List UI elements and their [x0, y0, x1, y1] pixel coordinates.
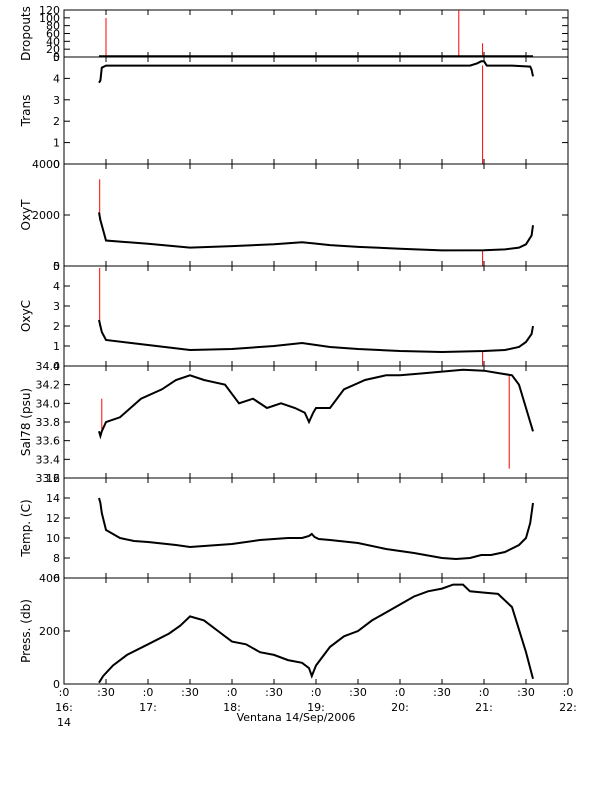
x-tick-label: :30 [181, 686, 199, 699]
series-shadow [98, 497, 534, 560]
y-tick-label: 34.4 [36, 360, 61, 373]
x-tick-hour-label: 19: [307, 701, 325, 714]
y-tick-label: 33.8 [36, 416, 61, 429]
y-tick-label: 3 [53, 300, 60, 313]
y-tick-label: 16 [46, 472, 60, 485]
x-tick-label: :0 [479, 686, 490, 699]
y-tick-label: 0 [53, 678, 60, 691]
series-line [98, 60, 534, 84]
panel-frame [63, 365, 569, 479]
y-tick-label: 33.2 [36, 472, 61, 485]
y-tick-label: 4 [53, 72, 60, 85]
series-line [98, 583, 534, 684]
series-line [98, 368, 534, 440]
y-axis-label: OxyT [19, 199, 33, 231]
x-tick-hour-label: 17: [139, 701, 157, 714]
x-tick-label: :0 [227, 686, 238, 699]
y-tick-label: 0 [53, 260, 60, 273]
x-tick-label: :0 [143, 686, 154, 699]
x-axis-label: Ventana 14/Sep/2006 [237, 711, 356, 724]
x-tick-label: :30 [433, 686, 451, 699]
y-tick-label: 34.0 [36, 397, 61, 410]
x-tick-label: :0 [563, 686, 574, 699]
x-tick-hour-label: 20: [391, 701, 409, 714]
y-tick-label: 0 [53, 158, 60, 171]
y-tick-label: 1 [53, 340, 60, 353]
y-axis-label: Temp. (C) [19, 499, 33, 557]
y-tick-label: 14 [46, 492, 60, 505]
y-tick-label: 33.6 [36, 435, 61, 448]
y-tick-label: 200 [39, 625, 60, 638]
y-tick-label: 10 [46, 532, 60, 545]
y-tick-label: 60 [46, 28, 60, 41]
y-tick-label: 34.2 [36, 379, 61, 392]
x-tick-hour-label: 18: [223, 701, 241, 714]
y-tick-label: 4000 [32, 158, 60, 171]
y-tick-label: 3 [53, 94, 60, 107]
series-line [98, 212, 534, 252]
y-tick-label: 12 [46, 512, 60, 525]
y-axis-label: Trans [19, 95, 33, 128]
y-tick-label: 400 [39, 572, 60, 585]
panel-frame [63, 477, 569, 579]
x-tick-label: :30 [517, 686, 535, 699]
x-tick-label: :30 [265, 686, 283, 699]
y-tick-label: 33.4 [36, 453, 61, 466]
series-shadow [98, 369, 534, 438]
series-shadow [98, 60, 534, 83]
y-axis-label: Dropouts [19, 6, 33, 61]
series-line [98, 497, 534, 561]
y-tick-label: 100 [39, 12, 60, 25]
panel-frame [63, 9, 569, 58]
x-day-label: 14 [57, 716, 71, 729]
x-tick-hour-label: 16: [55, 701, 73, 714]
x-tick-label: :0 [311, 686, 322, 699]
y-tick-label: 120 [39, 4, 60, 17]
y-tick-label: 6 [53, 572, 60, 585]
y-tick-label: 8 [53, 552, 60, 565]
y-tick-label: 80 [46, 20, 60, 33]
y-tick-label: 40 [46, 35, 60, 48]
x-tick-label: :30 [349, 686, 367, 699]
x-tick-label: :0 [395, 686, 406, 699]
x-tick-hour-label: 22: [559, 701, 577, 714]
y-tick-label: 2000 [32, 209, 60, 222]
x-tick-label: :0 [59, 686, 70, 699]
y-tick-label: 2 [53, 320, 60, 333]
x-tick-label: :30 [97, 686, 115, 699]
y-tick-label: 20 [46, 43, 60, 56]
y-tick-label: 1 [53, 137, 60, 150]
y-axis-label: Press. (db) [19, 599, 33, 663]
y-tick-label: 2 [53, 115, 60, 128]
series-line [98, 319, 534, 354]
y-axis-label: Sal78 (psu) [19, 388, 33, 456]
x-tick-hour-label: 21: [475, 701, 493, 714]
y-tick-label: 0 [53, 360, 60, 373]
y-tick-label: 5 [53, 260, 60, 273]
panel-frame [63, 56, 569, 165]
y-axis-label: OxyC [19, 300, 33, 332]
y-tick-label: 0 [53, 51, 60, 64]
y-tick-label: 5 [53, 51, 60, 64]
y-tick-label: 4 [53, 280, 60, 293]
